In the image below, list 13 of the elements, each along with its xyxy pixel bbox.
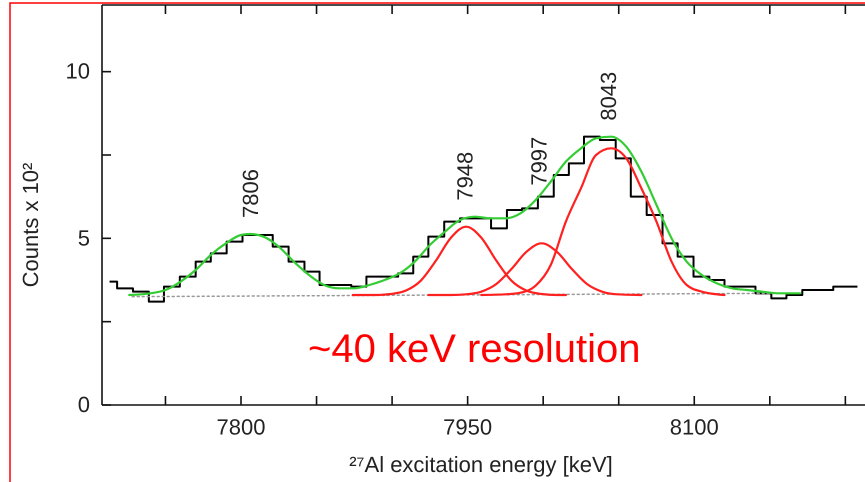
y-tick-label: 0	[78, 392, 90, 418]
annotation: 7997	[526, 136, 552, 186]
y-tick-label: 10	[66, 58, 90, 84]
y-tick-label: 5	[78, 225, 90, 250]
y-axis-title: Counts x 10²	[18, 162, 43, 288]
annotation: 8043	[596, 72, 622, 121]
x-tick-label: 7950	[443, 414, 492, 440]
annotation: 7948	[452, 152, 478, 201]
annotation: ~40 keV resolution	[308, 327, 640, 371]
x-tick-label: 8100	[670, 414, 719, 440]
x-axis-title: ²⁷Al excitation energy [keV]	[349, 452, 613, 477]
x-tick-label: 7800	[216, 414, 266, 440]
annotation: 7806	[238, 169, 264, 218]
